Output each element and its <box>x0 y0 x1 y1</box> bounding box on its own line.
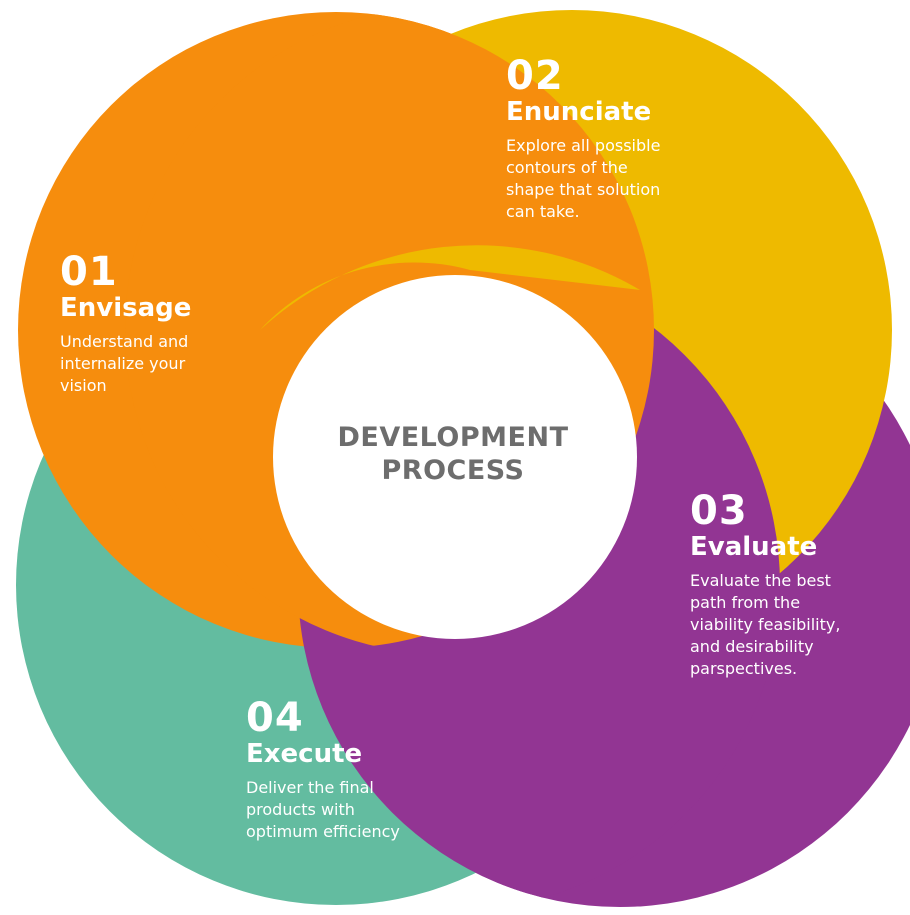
step-execute: 04 Execute Deliver the final products wi… <box>246 696 476 843</box>
enunciate-overlap-edge <box>260 245 640 330</box>
center-circle <box>273 275 637 639</box>
step-envisage: 01 Envisage Understand and internalize y… <box>60 250 250 397</box>
step-description: Explore all possible contours of the sha… <box>506 136 661 221</box>
step-title: Enunciate <box>506 97 652 127</box>
step-title: Execute <box>246 739 363 769</box>
step-number: 04 <box>246 695 304 741</box>
step-number: 01 <box>60 249 118 295</box>
step-title: Envisage <box>60 293 192 323</box>
step-number: 02 <box>506 53 564 99</box>
step-description: Understand and internalize your vision <box>60 332 189 395</box>
step-description: Deliver the final products with optimum … <box>246 778 400 841</box>
step-title: Evaluate <box>690 532 818 562</box>
step-evaluate: 03 Evaluate Evaluate the best path from … <box>690 489 890 680</box>
step-number: 03 <box>690 488 748 534</box>
step-enunciate: 02 Enunciate Explore all possible contou… <box>506 54 736 223</box>
step-description: Evaluate the best path from the viabilit… <box>690 571 841 678</box>
center-title: DEVELOPMENT PROCESS <box>337 422 569 486</box>
